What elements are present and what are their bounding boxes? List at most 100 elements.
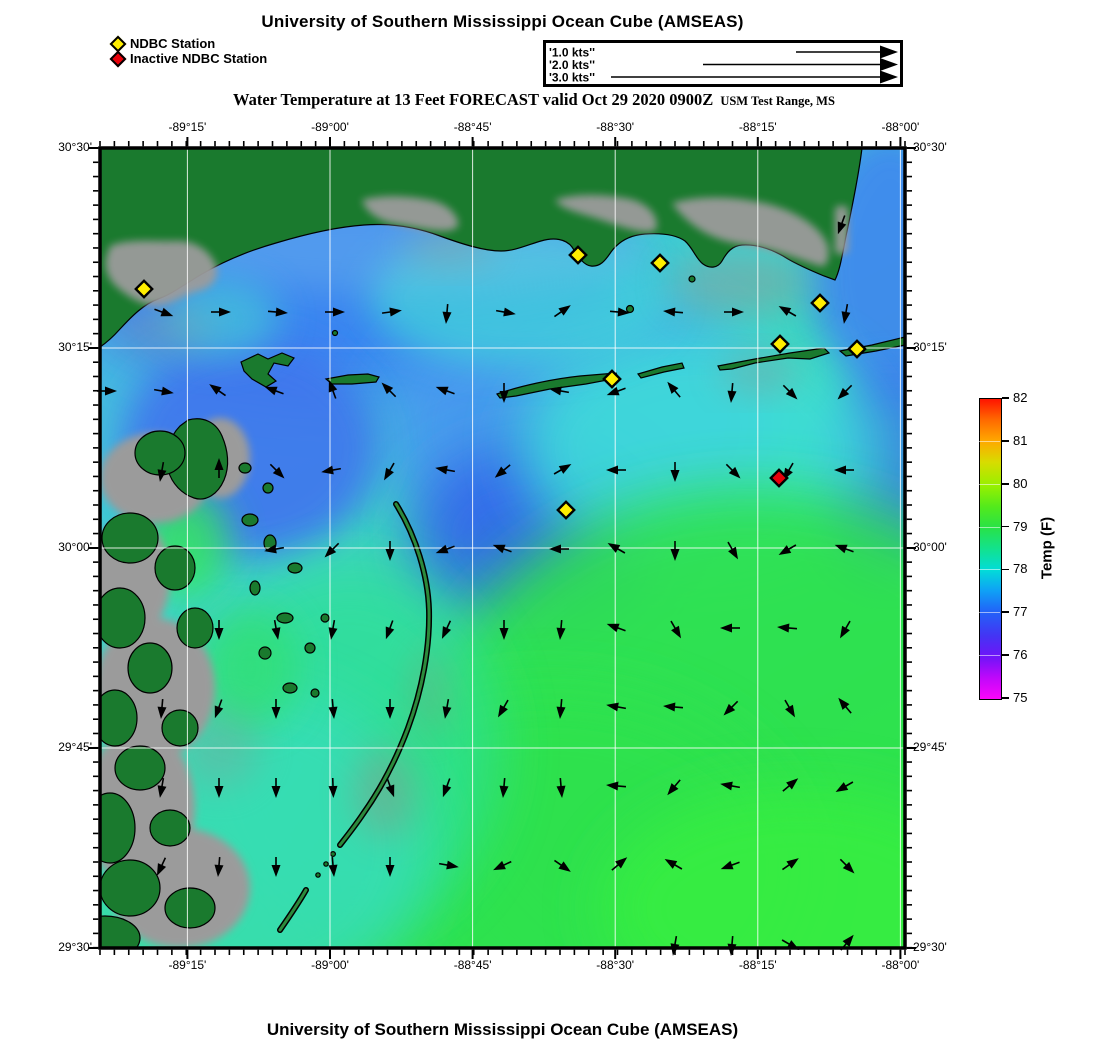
current-vector-arrow [441,620,452,639]
station-markers [134,245,867,520]
current-vector-arrow [435,465,456,475]
colorbar-tick [1002,611,1009,614]
colorbar-tick-label: 76 [1013,647,1028,663]
latitude-label: 29°30' [58,940,92,954]
current-vector-arrow [435,386,455,396]
current-vector-arrow [498,699,509,718]
current-vector-arrow [271,857,281,877]
current-vector-arrow [838,697,852,714]
current-vector-arrow [214,458,224,478]
current-vector-arrow [670,620,681,639]
current-vector-arrow [834,465,854,475]
current-vector-arrow [499,383,509,403]
latitude-label: 29°45' [58,740,92,754]
current-vector-arrow [495,307,516,317]
mainland-coast [100,148,863,348]
colorbar-tick-label: 79 [1013,518,1028,534]
colorbar-gridline [979,526,1000,528]
current-vector-arrow [784,699,795,718]
current-vector-arrow [385,699,395,719]
latitude-label: 30°00' [58,540,92,554]
legend-label-inactive: Inactive NDBC Station [130,51,268,66]
colorbar-gridline [979,569,1000,571]
longitude-label: -88°45' [453,958,492,972]
current-vector-arrow [556,698,566,719]
colorbar-tick [1002,440,1009,442]
graticule [100,148,905,948]
latitude-label: 29°45' [913,740,947,754]
colorbar-tick-label: 77 [1013,604,1028,620]
current-vector-arrow [328,619,338,640]
longitude-label: -89°15' [168,958,207,972]
current-vector-arrow [442,303,452,324]
current-vector-arrow [670,462,680,482]
speed-scale-arrowhead-icon [880,70,898,84]
current-vector-arrow [385,541,395,561]
ndbc-station-marker [770,334,790,354]
current-vector-arrow [663,702,684,712]
current-vector-arrow [782,384,798,400]
longitude-label: -88°00' [881,958,920,972]
current-vector-arrow [271,619,281,640]
current-vector-arrow [606,781,627,791]
current-vector-arrow [670,541,680,561]
colorbar-tick [1002,397,1009,399]
current-vector-arrow [720,860,740,870]
current-vector-arrow [328,698,338,719]
current-vector-arrow [839,858,855,874]
current-vector-arrow [209,384,227,397]
current-vector-arrow [381,382,397,398]
longitude-label: -88°15' [738,958,777,972]
ndbc-station-marker [134,279,154,299]
current-vector-arrow [777,623,798,633]
ndbc-station-marker [810,293,830,313]
current-vector-arrow [778,306,797,317]
current-vector-arrow [606,623,626,633]
current-vector-arrow [157,698,167,719]
current-vector-arrow [553,305,571,318]
shallow-estuary-patches [105,195,848,306]
current-vector-arrow [271,778,281,798]
current-vector-arrow [549,386,570,396]
current-vector-arrow [720,623,740,633]
current-vector-arrow [492,544,512,554]
latitude-label: 29°30' [913,940,947,954]
current-vector-arrow [321,465,342,475]
current-vector-arrow [156,857,167,876]
ndbc-station-marker [602,369,622,389]
current-vector-arrow [214,699,224,719]
current-vector-arrow [834,544,854,554]
current-vector-arrow [607,543,626,554]
current-vector-arrow [381,307,402,317]
current-vector-arrow [324,542,340,558]
current-vector-arrow [442,698,452,719]
current-vector-arrow [781,858,799,871]
current-vector-arrow [435,544,455,554]
ndbc-station-marker [568,245,588,265]
current-vector-arrow [328,379,338,399]
current-vector-arrow [727,541,738,560]
ndbc-station-marker [650,253,670,273]
latitude-label: 30°30' [58,140,92,154]
current-vector-arrow [664,859,683,870]
chandeleur-islands [278,502,431,932]
colorbar-gridline [979,483,1000,485]
current-vector-arrow [211,307,231,317]
current-vector-arrow [499,777,509,798]
colorbar-tick-label: 82 [1013,390,1028,405]
legend-row-active: NDBC Station [109,35,267,52]
current-vector-arrow [840,620,851,639]
speed-scale-label: '3.0 kts'' [549,71,595,85]
land-mass [100,148,905,948]
current-vector-arrow [667,779,681,796]
current-vector-arrow [499,620,509,640]
speed-scale-label: '2.0 kts'' [549,58,595,72]
speed-scale-arrowhead-icon [880,58,898,71]
current-vector-arrow [153,386,174,396]
current-vector-arrow [494,464,511,478]
inactive-ndbc-station-icon [109,50,127,67]
colorbar-title: Temp (F) [1038,516,1056,580]
current-vector-arrow [556,619,566,640]
legend-label-active: NDBC Station [130,36,216,51]
colorbar-tick [1002,697,1009,699]
